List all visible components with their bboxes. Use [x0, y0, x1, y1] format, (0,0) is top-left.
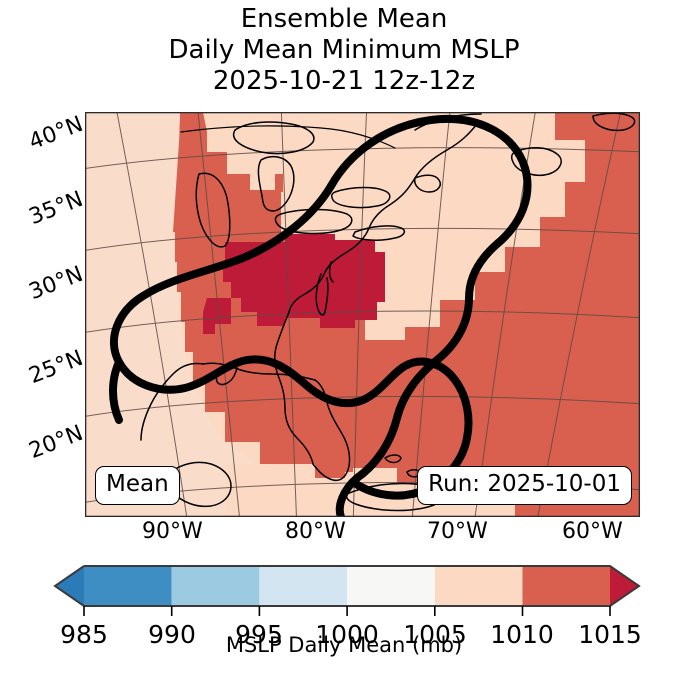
- band-1005-1010-greatlakes-fill: [203, 112, 335, 190]
- coast-nova-scotia: [510, 147, 562, 176]
- mean-label-text: Mean: [106, 471, 169, 497]
- colorbar-tick-1000: 1000: [315, 620, 379, 649]
- graticule-lon-85: [197, 112, 241, 517]
- title-line-1: Ensemble Mean: [240, 4, 448, 34]
- contour-segment-northeast: [327, 115, 532, 482]
- map-border: [85, 112, 640, 517]
- coast-lake-michigan: [195, 172, 231, 248]
- colorbar-extend-over: [610, 566, 639, 606]
- coast-bahamas: [384, 454, 402, 464]
- coast-lake-huron: [257, 155, 295, 212]
- map-canvas: [85, 112, 640, 517]
- colorbar: 985 990 995 1000 1005 1010 1015: [0, 560, 688, 674]
- colorbar-tick-985: 985: [60, 620, 108, 649]
- colorbar-band-1000-1005: [347, 566, 435, 606]
- colorbar-tick-995: 995: [235, 620, 283, 649]
- band-over-1015-fill: [223, 234, 385, 328]
- graticule-lat-30: [85, 310, 640, 333]
- colorbar-tick-990: 990: [148, 620, 196, 649]
- map-plot-area: Mean Run: 2025-10-01: [85, 112, 640, 517]
- graticule-lon-70: [411, 112, 451, 517]
- title-line-2: Daily Mean Minimum MSLP: [168, 35, 520, 65]
- colorbar-band-985-990: [84, 566, 172, 606]
- title-line-3: 2025-10-21 12z-12z: [212, 66, 476, 96]
- page-title: Ensemble Mean Daily Mean Minimum MSLP 20…: [0, 4, 688, 97]
- colorbar-swatches: [53, 565, 641, 607]
- colorbar-band-990-995: [171, 566, 260, 606]
- mslp-filled-field: [85, 112, 640, 517]
- band-over-1015-tail-fill: [203, 298, 231, 334]
- run-label-text: Run: 2025-10-01: [428, 471, 621, 497]
- colorbar-band-995-1000: [259, 566, 348, 606]
- lon-tick-80w: 80°W: [285, 519, 346, 544]
- coast-southeast-atlantic: [274, 311, 314, 465]
- colorbar-title: MSLP Daily Mean (mb): [225, 633, 463, 657]
- highlighted-contour-1013: [109, 115, 532, 517]
- lat-tick-30n: 30°N: [25, 261, 87, 306]
- lat-tick-25n: 25°N: [25, 345, 87, 390]
- graticule-lon-75: [352, 112, 368, 517]
- graticule-lon-80: [280, 112, 297, 517]
- colorbar-band-1010-1015: [522, 566, 610, 606]
- coast-cape-cod: [413, 174, 441, 193]
- colorbar-ticks: [83, 606, 611, 616]
- coast-lake-superior: [232, 121, 315, 155]
- graticule-lat-35: [85, 227, 640, 251]
- colorbar-canvas: [53, 565, 641, 616]
- colorbar-tick-1005: 1005: [403, 620, 467, 649]
- colorbar-extend-under: [55, 566, 84, 606]
- lon-tick-60w: 60°W: [562, 519, 623, 544]
- coast-lake-ontario: [330, 186, 391, 209]
- coast-long-island: [352, 225, 406, 241]
- coast-chesapeake: [315, 273, 329, 316]
- contour-segment-southwest: [109, 358, 123, 424]
- lat-tick-40n: 40°N: [25, 111, 87, 156]
- graticule-lon-90: [116, 112, 188, 517]
- coast-delaware-bay: [328, 261, 334, 283]
- coast-lake-erie: [274, 208, 353, 235]
- domain-west-margin-fill: [85, 112, 260, 517]
- contour-segment-gulf: [109, 182, 473, 500]
- lat-tick-20n: 20°N: [25, 420, 87, 465]
- lon-tick-90w: 90°W: [142, 519, 203, 544]
- run-label-box: Run: 2025-10-01: [417, 466, 632, 505]
- colorbar-tick-1010: 1010: [490, 620, 554, 649]
- lat-tick-35n: 35°N: [25, 186, 87, 231]
- colorbar-tick-1015: 1015: [578, 620, 642, 649]
- lon-tick-70w: 70°W: [427, 519, 488, 544]
- colorbar-band-1005-1010: [434, 566, 523, 606]
- mean-label-box: Mean: [95, 466, 180, 505]
- graticule-lat-40: [85, 147, 640, 170]
- coastlines: [140, 112, 636, 512]
